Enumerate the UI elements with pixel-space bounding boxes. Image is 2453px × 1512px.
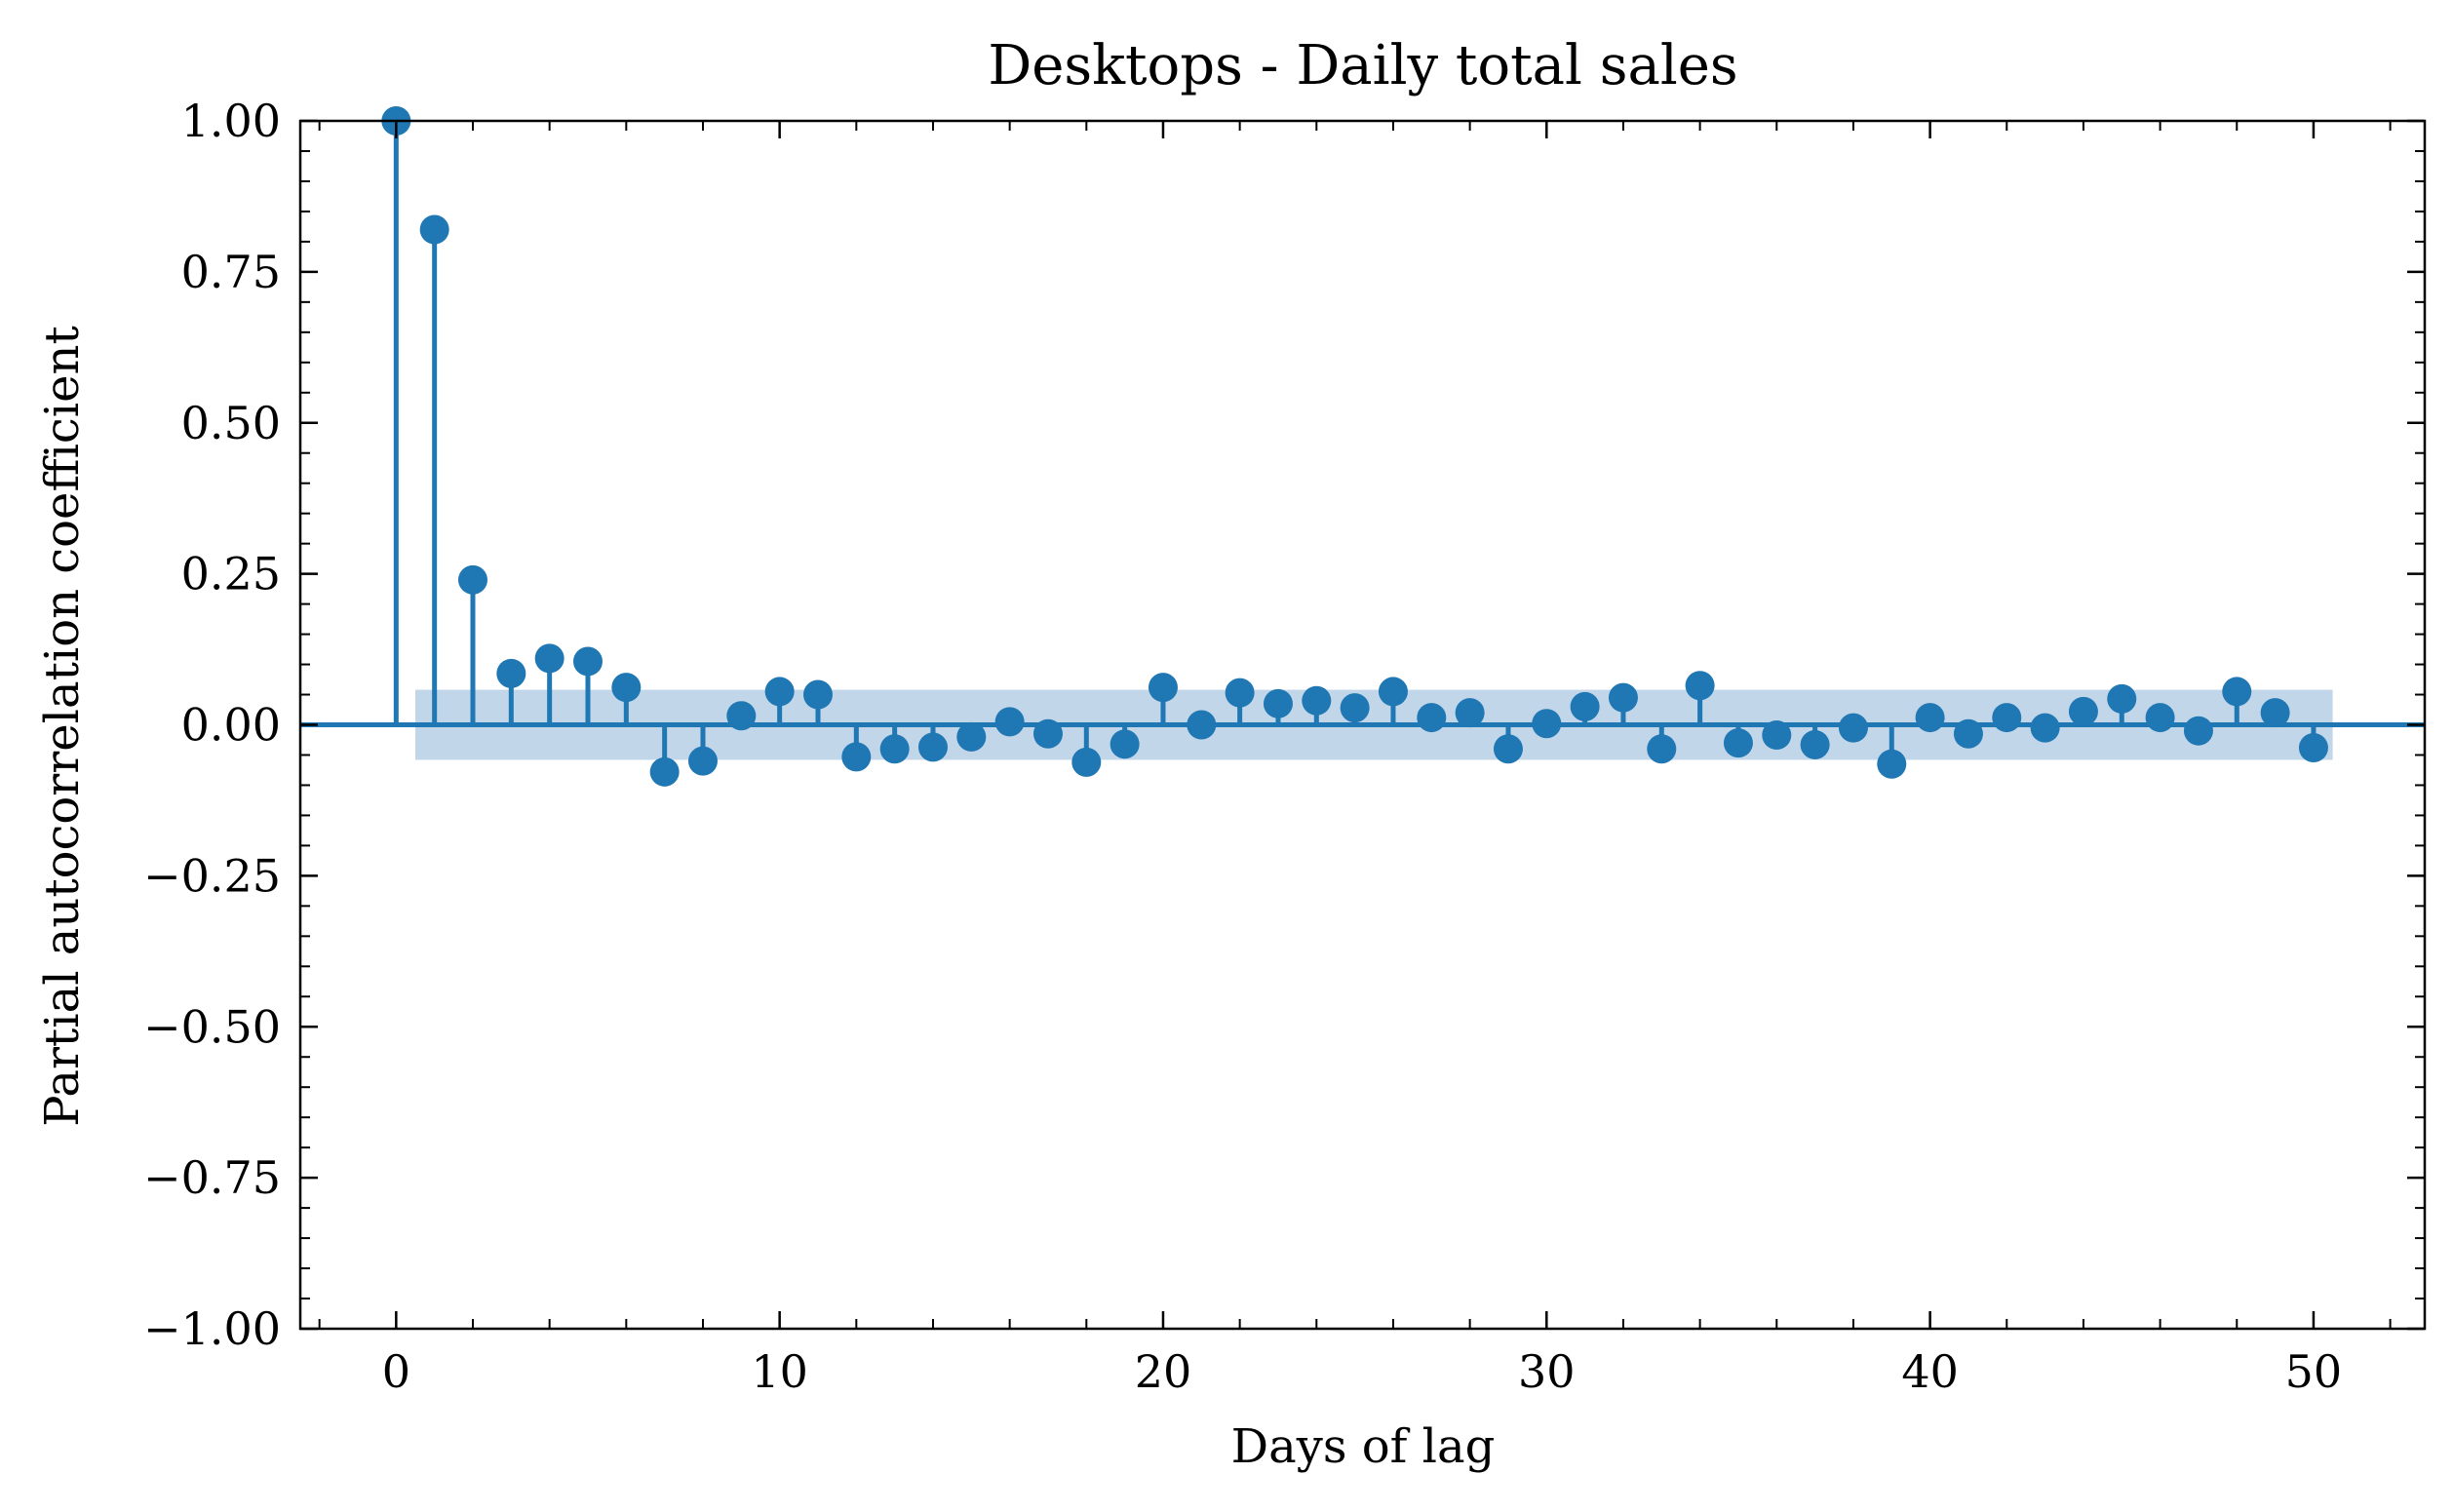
stem-marker-34 bbox=[1685, 671, 1715, 701]
stem-marker-41 bbox=[1953, 718, 1983, 749]
stem-marker-12 bbox=[841, 742, 872, 772]
stem-marker-10 bbox=[764, 677, 795, 707]
stem-marker-24 bbox=[1302, 685, 1332, 716]
y-tick-label: 0.25 bbox=[181, 548, 281, 601]
stem-marker-26 bbox=[1378, 677, 1408, 707]
x-tick-label: 40 bbox=[1901, 1345, 1959, 1398]
stem-marker-45 bbox=[2107, 683, 2137, 714]
stem-marker-30 bbox=[1532, 709, 1562, 739]
chart-title: Desktops - Daily total sales bbox=[988, 34, 1737, 97]
stem-marker-35 bbox=[1723, 728, 1753, 758]
stem-marker-33 bbox=[1647, 734, 1677, 764]
y-tick-label: 0.00 bbox=[181, 699, 281, 752]
stem-marker-39 bbox=[1877, 749, 1907, 779]
y-tick-label: 0.50 bbox=[181, 397, 281, 449]
stem-marker-47 bbox=[2183, 716, 2213, 746]
stem-marker-42 bbox=[1992, 703, 2022, 733]
stem-marker-14 bbox=[917, 732, 948, 762]
stem-marker-4 bbox=[534, 643, 565, 674]
stem-marker-38 bbox=[1838, 713, 1868, 743]
stem-marker-25 bbox=[1340, 693, 1370, 723]
stem-marker-32 bbox=[1608, 682, 1638, 713]
plot-area: 1.00 0.75 0.50 0.25 0.00 −0.25 −0.50 −0.75 −1.00… bbox=[143, 95, 2427, 1398]
stem-marker-48 bbox=[2222, 677, 2252, 707]
stem-marker-21 bbox=[1187, 710, 1217, 740]
x-tick-label: 0 bbox=[382, 1345, 410, 1398]
stem-marker-6 bbox=[611, 673, 642, 703]
x-tick-label: 50 bbox=[2285, 1345, 2343, 1398]
stem-marker-22 bbox=[1225, 678, 1255, 708]
stem-marker-1 bbox=[419, 214, 449, 245]
y-tick-label: −1.00 bbox=[143, 1302, 281, 1355]
stem-marker-27 bbox=[1417, 703, 1447, 733]
stem-marker-36 bbox=[1762, 720, 1792, 751]
stem-marker-7 bbox=[649, 756, 680, 787]
stem-marker-50 bbox=[2298, 733, 2328, 763]
y-tick-label: 1.00 bbox=[181, 95, 281, 147]
y-tick-label: −0.25 bbox=[143, 849, 281, 902]
stem-marker-37 bbox=[1800, 729, 1830, 759]
stem-marker-16 bbox=[994, 707, 1025, 737]
stem-marker-20 bbox=[1148, 673, 1178, 703]
stem-marker-46 bbox=[2145, 703, 2175, 733]
stem-marker-29 bbox=[1493, 734, 1523, 764]
stem-marker-13 bbox=[879, 734, 910, 764]
stem-marker-31 bbox=[1570, 691, 1600, 721]
y-tick-label: −0.75 bbox=[143, 1151, 281, 1204]
stem-marker-40 bbox=[1915, 703, 1945, 733]
stem-marker-17 bbox=[1032, 718, 1063, 749]
stem-marker-19 bbox=[1110, 729, 1140, 759]
stem-marker-8 bbox=[687, 746, 718, 776]
stem-marker-49 bbox=[2260, 698, 2290, 728]
x-tick-label: 10 bbox=[751, 1345, 808, 1398]
stem-marker-3 bbox=[496, 658, 526, 688]
stem-marker-2 bbox=[457, 564, 487, 595]
stem-marker-15 bbox=[956, 721, 987, 752]
x-tick-label: 30 bbox=[1518, 1345, 1576, 1398]
stem-marker-5 bbox=[572, 646, 603, 677]
x-tick-label: 20 bbox=[1135, 1345, 1192, 1398]
stem-marker-9 bbox=[726, 701, 757, 731]
x-axis-title: Days of lag bbox=[1231, 1419, 1496, 1474]
stem-marker-23 bbox=[1263, 688, 1293, 718]
stem-marker-18 bbox=[1071, 747, 1102, 777]
stem-marker-43 bbox=[2030, 713, 2060, 743]
stem-marker-11 bbox=[802, 679, 833, 710]
y-axis-title: Partial autocorrelation coefficient bbox=[35, 326, 90, 1127]
y-tick-label: 0.75 bbox=[181, 246, 281, 298]
stem-marker-28 bbox=[1455, 698, 1485, 728]
y-tick-label: −0.50 bbox=[143, 1000, 281, 1053]
stem-marker-44 bbox=[2068, 696, 2098, 726]
